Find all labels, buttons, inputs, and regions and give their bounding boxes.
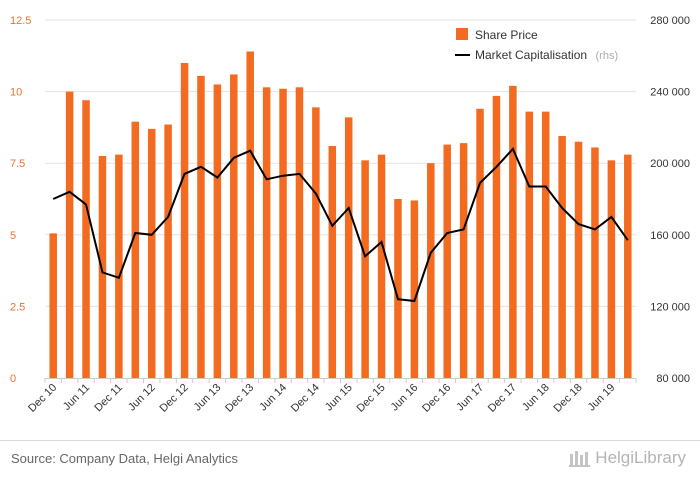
share-price-bar [591,147,599,378]
x-axis-tick-label: Jun 15 [323,382,355,414]
share-price-bar [574,141,583,378]
x-axis-tick-label: Dec 11 [92,382,125,415]
share-price-bar [377,154,386,378]
x-axis-tick-label: Jun 13 [192,382,224,414]
x-axis-tick-label: Jun 11 [61,382,92,413]
x-axis-tick-label: Dec 17 [486,382,519,415]
share-price-bar [197,75,205,379]
share-price-bar [328,146,337,378]
share-price-bar [147,128,156,378]
share-price-bar [541,111,550,378]
share-price-bar [131,121,140,378]
legend-label-market-cap-name: Market Capitalisation [475,48,587,62]
helgi-library-logo: HelgiLibrary [569,448,686,468]
share-price-bar [49,233,57,378]
x-axis-tick-label: Dec 16 [420,382,453,415]
share-price-bar [82,100,90,378]
left-axis-tick-label: 5 [10,230,16,242]
x-axis: Dec 10 Jun 11 Dec 11 Jun 12 Dec 12 Jun 13 Dec … [26,378,637,415]
left-axis-tick-label: 7.5 [10,158,25,170]
x-axis-tick-label: Jun 12 [126,382,158,414]
legend-label-market-cap: Market Capitalisation (rhs) [475,46,618,63]
left-axis-tick-label: 10 [10,87,22,99]
share-price-bars [49,51,632,379]
share-price-bar [492,95,501,379]
left-axis-tick-label: 2.5 [10,301,25,313]
x-axis-tick-label: Jun 18 [520,382,552,414]
share-price-bar [459,143,468,378]
x-axis-tick-label: Dec 15 [355,382,388,415]
share-price-bar [394,199,402,378]
right-axis-tick-label: 80 000 [656,373,690,385]
share-price-bar [65,91,74,378]
share-price-bar [312,107,320,379]
source-text: Source: Company Data, Helgi Analytics [11,451,238,466]
left-axis-tick-label: 0 [10,373,16,385]
share-price-bar [262,87,271,378]
share-price-bar [476,108,484,378]
right-axis-tick-label: 200 000 [650,158,690,170]
share-price-bar [624,154,632,378]
right-axis-tick-label: 120 000 [650,301,690,313]
library-icon [569,451,591,467]
share-price-bar [427,163,435,378]
right-axis-tick-label: 160 000 [650,230,690,242]
share-price-bar [164,124,172,378]
x-axis-tick-label: Dec 13 [223,382,256,415]
footer-divider [0,440,700,441]
x-axis-tick-label: Jun 16 [389,382,421,414]
legend-label-market-cap-note: (rhs) [596,50,619,62]
legend: Share Price Market Capitalisation (rhs) [455,28,618,63]
share-price-bar [607,160,616,378]
share-price-bar [344,117,353,378]
share-price-bar [246,51,254,379]
left-axis: 0 2.5 5 7.5 10 12.5 [10,15,31,385]
share-price-bar [525,111,534,378]
share-price-bar [509,85,517,378]
share-price-bar [230,74,238,378]
share-price-bar [180,62,189,379]
share-price-bar [213,84,222,378]
x-axis-tick-label: Jun 17 [454,382,486,414]
right-axis: 80 000 120 000 160 000 200 000 240 000 280 00… [650,15,690,385]
x-axis-tick-label: Dec 14 [289,382,322,415]
x-axis-tick-label: Dec 12 [158,382,191,415]
market-cap-line [52,147,629,303]
share-price-bar [443,144,451,378]
share-price-bar [98,156,107,378]
share-price-bar [295,87,304,378]
x-axis-tick-label: Jun 14 [257,382,289,414]
share-price-bar [410,200,419,378]
x-axis-tick-label: Dec 10 [26,382,59,415]
right-axis-tick-label: 280 000 [650,15,690,27]
brand-name: HelgiLibrary [595,448,686,467]
share-price-bar [361,160,369,378]
share-price-bar [279,88,287,379]
combo-chart: 0 2.5 5 7.5 10 12.5 80 000 120 000 160 000 200 0… [10,15,690,415]
x-axis-tick-label: Jun 19 [586,382,618,414]
share-price-bar [115,154,123,378]
right-axis-tick-label: 240 000 [650,87,690,99]
legend-swatch-share-price [456,28,468,40]
legend-label-share-price: Share Price [475,28,538,42]
left-axis-tick-label: 12.5 [10,15,31,27]
x-axis-tick-label: Dec 18 [552,382,585,415]
share-price-bar [558,135,566,378]
